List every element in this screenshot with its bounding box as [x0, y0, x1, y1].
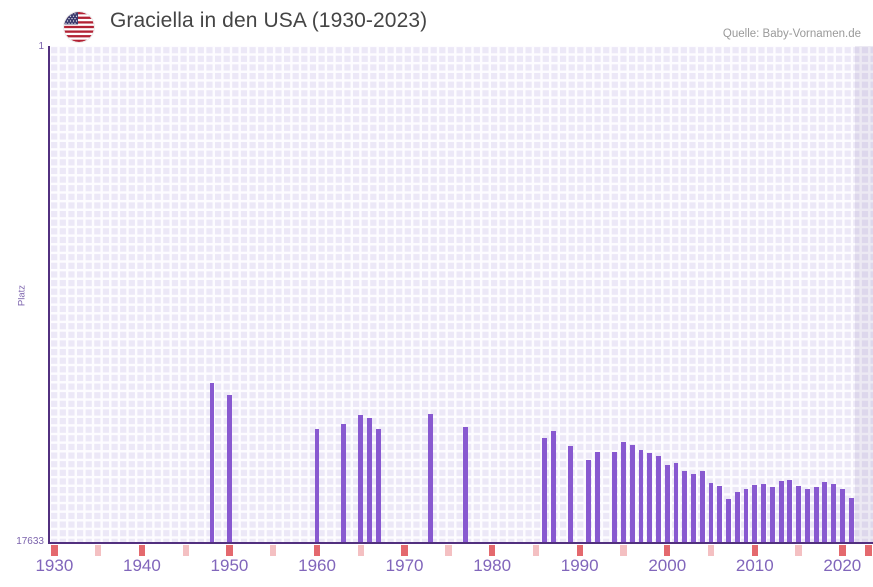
- year-marker-1945: [182, 545, 189, 556]
- chart-header: Graciella in den USA (1930-2023) Quelle:…: [0, 0, 873, 46]
- x-axis-tick-2010: 2010: [735, 556, 774, 575]
- plot-gridlines: [50, 46, 873, 543]
- bar-series-platz: [50, 46, 873, 543]
- bar-2000: [664, 465, 670, 543]
- x-axis-tick-2020: 2020: [823, 556, 862, 575]
- year-marker-1930: [51, 545, 58, 556]
- year-marker-1955: [270, 545, 277, 556]
- chart-source-note: Quelle: Baby-Vornamen.de: [722, 28, 861, 40]
- year-marker-1960: [313, 545, 321, 556]
- y-axis-line: [48, 46, 50, 544]
- bar-2012: [769, 487, 775, 543]
- bar-2007: [726, 499, 731, 543]
- bar-2016: [804, 488, 810, 543]
- bar-2020: [839, 489, 845, 543]
- bar-1966: [367, 418, 372, 543]
- bar-2015: [796, 486, 802, 543]
- y-axis-title: Platz: [16, 284, 28, 307]
- bar-1967: [375, 428, 381, 543]
- bar-2001: [673, 463, 679, 543]
- year-marker-2005: [707, 545, 715, 556]
- year-marker-1985: [532, 545, 540, 556]
- bar-2004: [699, 471, 705, 543]
- bar-1991: [586, 459, 591, 543]
- bar-1999: [656, 456, 661, 543]
- year-marker-2000: [664, 545, 671, 556]
- x-axis-tick-labels: 1930 1940 1950 1960 1970 1980 1990 2000 2010 2020: [0, 556, 873, 582]
- x-axis-tick-1960: 1960: [298, 556, 336, 575]
- year-marker-2015: [795, 545, 802, 556]
- year-marker-2010: [751, 545, 758, 556]
- year-marker-2020: [839, 545, 846, 556]
- bar-2013: [778, 481, 784, 543]
- bar-2006: [717, 486, 723, 543]
- bar-1994: [612, 452, 618, 543]
- year-marker-1935: [95, 545, 102, 556]
- year-marker-strip: [50, 545, 873, 556]
- page-title: Graciella in den USA (1930-2023): [110, 9, 428, 32]
- year-marker-2023: [865, 545, 872, 556]
- chart-plot-area: [50, 46, 873, 543]
- year-marker-1995: [620, 545, 627, 556]
- y-axis-tick-top: 1: [38, 41, 44, 52]
- x-axis-line: [48, 542, 873, 544]
- bar-1992: [594, 452, 600, 543]
- year-marker-1965: [357, 545, 364, 556]
- y-axis-tick-bottom: 17633: [16, 536, 44, 547]
- bar-2021: [848, 498, 854, 543]
- bar-1973: [428, 414, 434, 543]
- bar-2010: [752, 484, 758, 543]
- bar-2018: [822, 482, 828, 543]
- x-axis-tick-2000: 2000: [648, 556, 687, 575]
- x-axis-tick-1940: 1940: [123, 556, 161, 575]
- bar-1986: [542, 437, 548, 543]
- bar-2014: [787, 480, 793, 543]
- bar-1989: [568, 446, 574, 543]
- bar-2005: [708, 482, 714, 543]
- x-axis-tick-1930: 1930: [35, 556, 74, 575]
- x-axis-tick-1970: 1970: [385, 556, 424, 575]
- bar-2003: [691, 474, 696, 543]
- x-axis-tick-1950: 1950: [210, 556, 249, 575]
- bar-1987: [550, 431, 556, 543]
- year-marker-1975: [445, 545, 452, 556]
- x-axis-tick-1990: 1990: [560, 556, 599, 575]
- bar-1997: [638, 449, 644, 543]
- year-marker-1990: [576, 545, 583, 556]
- bar-1977: [463, 426, 469, 543]
- year-marker-1950: [226, 545, 233, 556]
- year-marker-1940: [138, 545, 146, 556]
- us-flag-icon: [64, 12, 94, 42]
- bar-1965: [358, 414, 364, 543]
- bar-1998: [647, 453, 653, 543]
- year-marker-1970: [401, 545, 408, 556]
- bar-1996: [629, 445, 635, 543]
- bar-2017: [813, 486, 819, 543]
- bar-2009: [743, 488, 749, 543]
- bar-1950: [227, 394, 232, 543]
- x-axis-tick-1980: 1980: [473, 556, 512, 575]
- bar-1963: [340, 423, 346, 543]
- bar-1960: [314, 428, 320, 543]
- bar-1995: [621, 442, 626, 543]
- bar-2002: [682, 470, 688, 543]
- year-marker-1980: [488, 545, 496, 556]
- bar-2008: [734, 491, 740, 543]
- bar-2011: [761, 484, 766, 543]
- bar-2019: [831, 484, 837, 543]
- no-data-shaded-region: [855, 46, 873, 543]
- bar-1948: [209, 383, 215, 543]
